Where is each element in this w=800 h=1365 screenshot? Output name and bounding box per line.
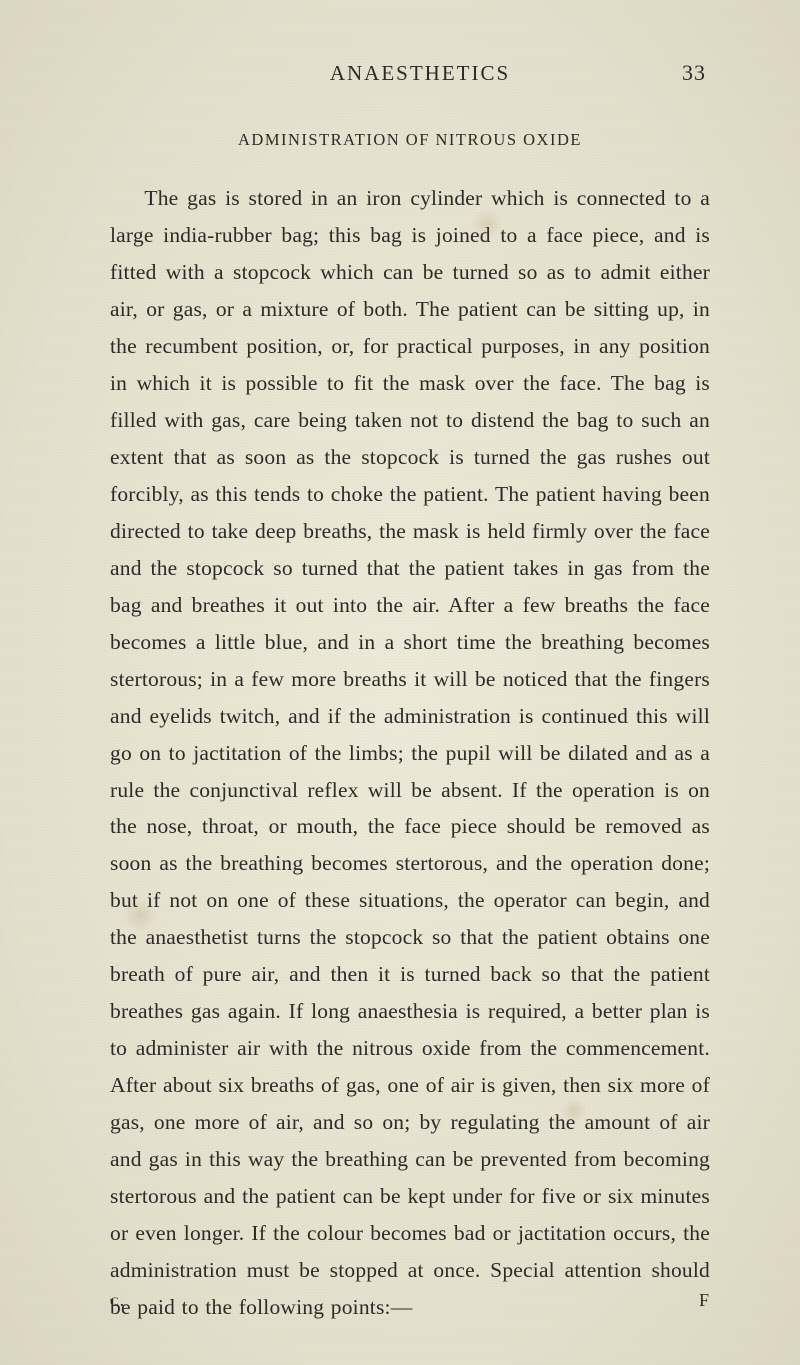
book-page: ANAESTHETICS 33 ADMINISTRATION OF NITROU… (0, 0, 800, 1365)
running-head: ANAESTHETICS (174, 61, 666, 86)
page-footer: c. F (110, 1290, 710, 1311)
page-number: 33 (666, 60, 706, 86)
signature-mark-left: c. (110, 1290, 125, 1311)
body-text-content: The gas is stored in an iron cylinder wh… (110, 186, 710, 1319)
body-paragraph: The gas is stored in an iron cylinder wh… (110, 180, 710, 1326)
page-header: ANAESTHETICS 33 (110, 60, 710, 86)
section-title: ADMINISTRATION OF NITROUS OXIDE (110, 130, 710, 150)
signature-mark-right: F (699, 1290, 710, 1311)
